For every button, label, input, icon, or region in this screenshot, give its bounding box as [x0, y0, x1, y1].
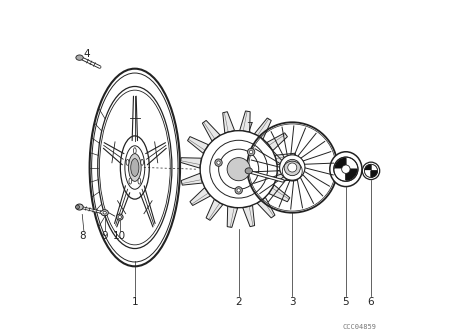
Ellipse shape	[288, 163, 297, 172]
Ellipse shape	[280, 155, 305, 180]
Polygon shape	[267, 133, 287, 151]
Polygon shape	[365, 171, 371, 177]
Text: 8: 8	[79, 231, 85, 241]
Polygon shape	[269, 185, 290, 202]
Polygon shape	[240, 111, 250, 132]
Ellipse shape	[129, 178, 132, 184]
Polygon shape	[202, 120, 220, 141]
Ellipse shape	[217, 161, 220, 164]
Ellipse shape	[141, 159, 144, 165]
Ellipse shape	[342, 165, 350, 174]
Text: 4: 4	[83, 49, 90, 59]
Polygon shape	[255, 118, 271, 139]
Ellipse shape	[215, 159, 222, 166]
Polygon shape	[188, 137, 209, 153]
Ellipse shape	[235, 187, 242, 194]
Ellipse shape	[75, 205, 80, 209]
Text: CCC04859: CCC04859	[342, 324, 376, 330]
Ellipse shape	[126, 159, 129, 165]
Ellipse shape	[330, 152, 362, 187]
Polygon shape	[335, 158, 346, 169]
Ellipse shape	[237, 189, 240, 192]
Ellipse shape	[128, 154, 141, 181]
Polygon shape	[346, 169, 357, 180]
Polygon shape	[275, 153, 296, 165]
Polygon shape	[371, 171, 377, 177]
Text: 10: 10	[112, 231, 126, 241]
Ellipse shape	[117, 214, 123, 220]
Text: 7: 7	[246, 122, 253, 132]
Polygon shape	[335, 169, 346, 180]
Text: 3: 3	[289, 297, 296, 307]
Polygon shape	[223, 112, 235, 133]
Text: 2: 2	[236, 297, 242, 307]
Ellipse shape	[103, 211, 106, 214]
Ellipse shape	[76, 55, 83, 60]
Polygon shape	[181, 158, 201, 168]
Ellipse shape	[249, 150, 253, 154]
Ellipse shape	[76, 204, 83, 210]
Ellipse shape	[118, 216, 121, 219]
Polygon shape	[365, 165, 371, 171]
Text: 9: 9	[101, 231, 108, 241]
Polygon shape	[227, 206, 237, 227]
Text: 1: 1	[131, 297, 138, 307]
Ellipse shape	[245, 168, 253, 174]
Ellipse shape	[200, 131, 277, 208]
Ellipse shape	[138, 178, 141, 184]
Ellipse shape	[284, 159, 301, 176]
Polygon shape	[243, 205, 255, 227]
Ellipse shape	[131, 158, 139, 177]
Ellipse shape	[334, 157, 358, 181]
Polygon shape	[371, 165, 377, 171]
Ellipse shape	[134, 148, 136, 154]
Polygon shape	[181, 173, 202, 185]
Ellipse shape	[247, 148, 255, 156]
Ellipse shape	[227, 158, 250, 181]
Polygon shape	[190, 188, 210, 205]
Ellipse shape	[365, 164, 377, 178]
Polygon shape	[346, 158, 357, 169]
Text: 5: 5	[343, 297, 349, 307]
Ellipse shape	[101, 210, 109, 216]
Polygon shape	[206, 199, 223, 220]
Polygon shape	[257, 197, 275, 218]
Ellipse shape	[362, 162, 380, 180]
Text: 6: 6	[368, 297, 374, 307]
Polygon shape	[276, 170, 297, 181]
